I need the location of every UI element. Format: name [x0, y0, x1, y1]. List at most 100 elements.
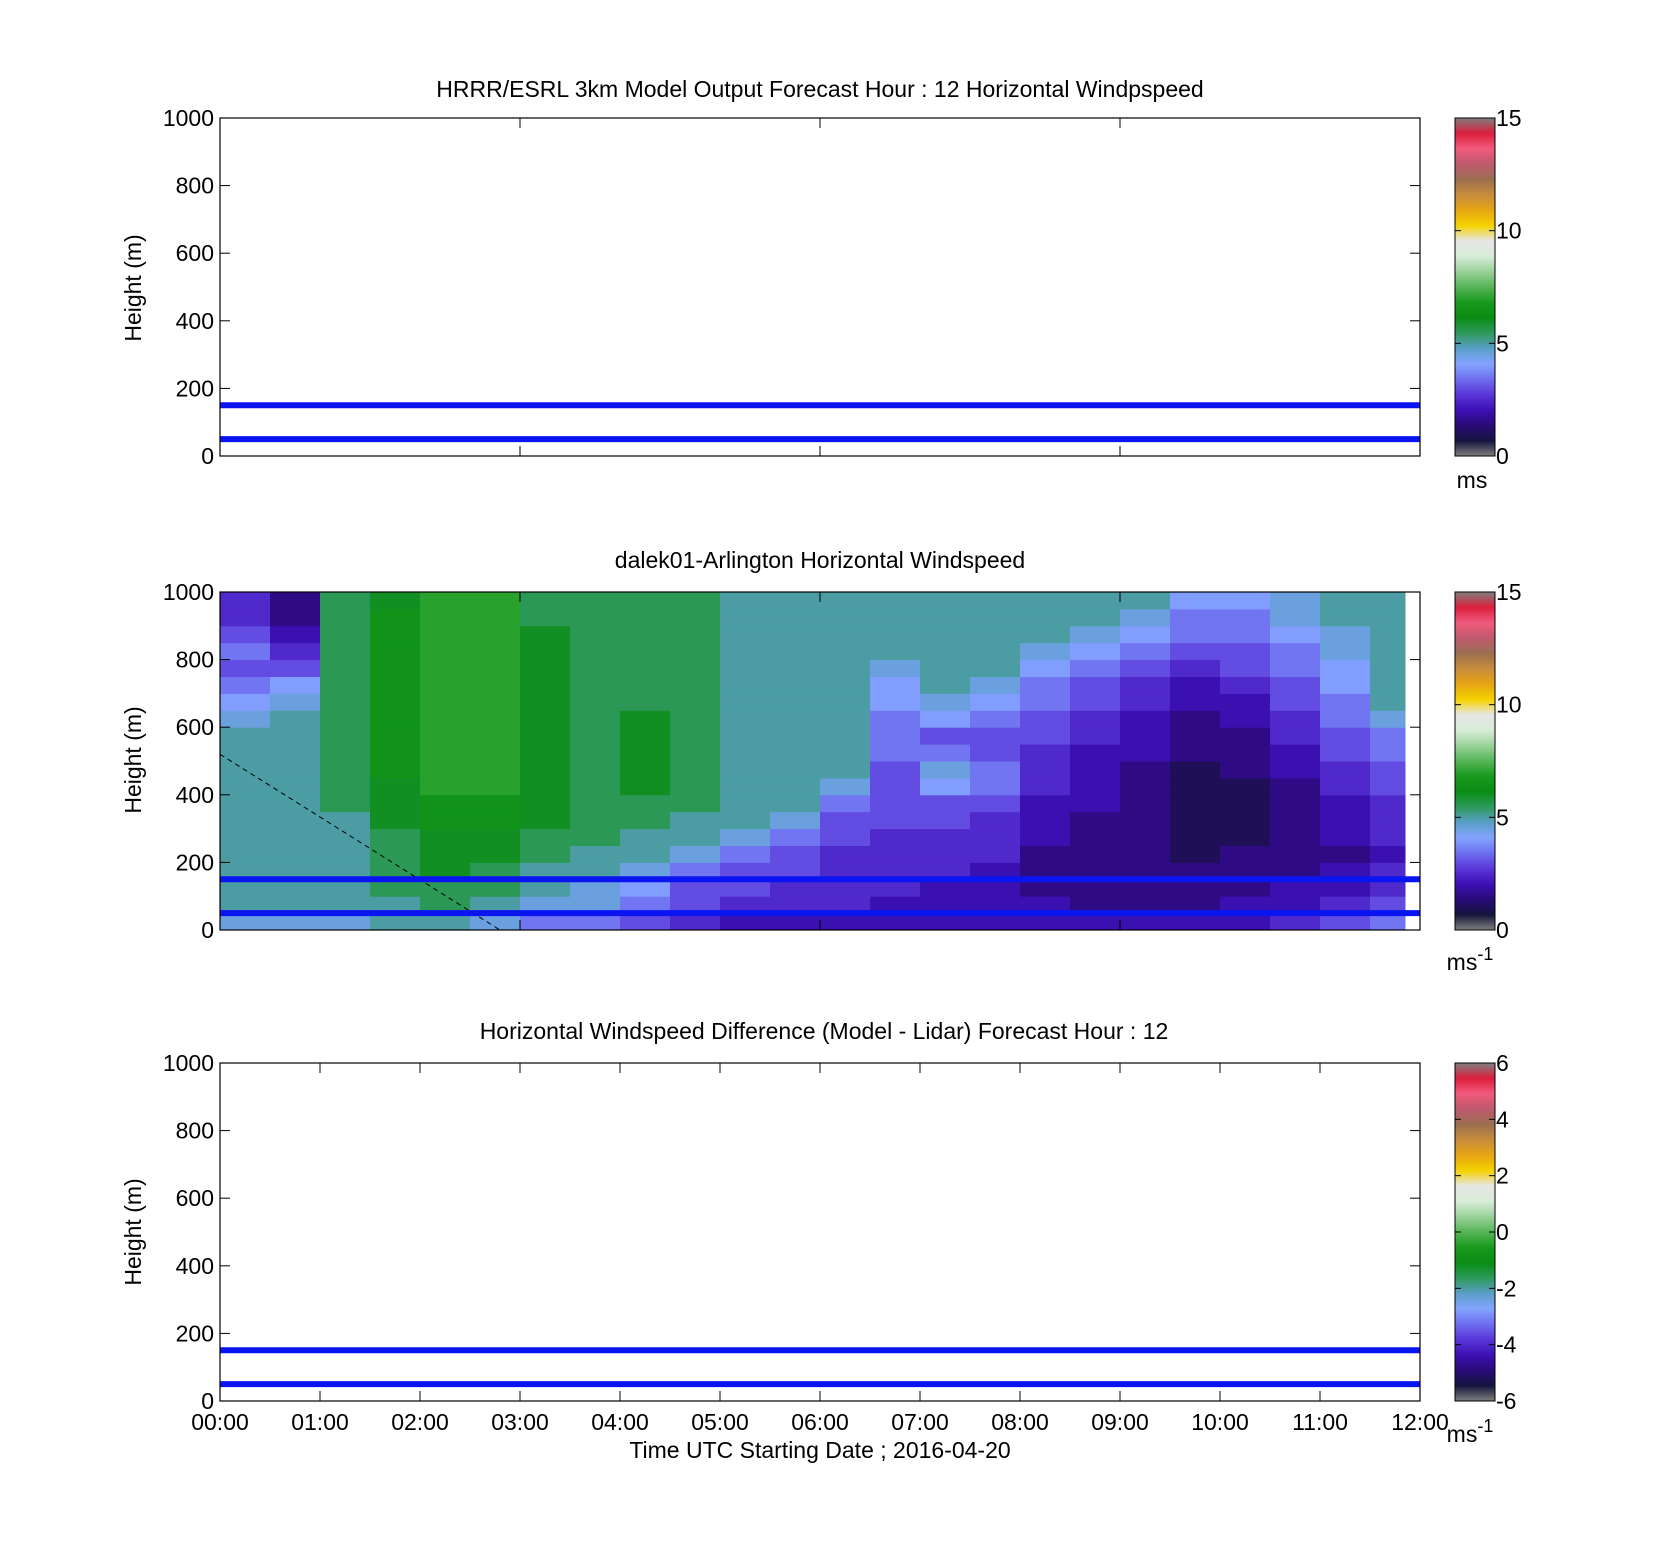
heatmap-cell: [1170, 828, 1221, 846]
heatmap-cell: [220, 879, 271, 897]
y-tick-label: 400: [176, 308, 214, 334]
panel-difference: Horizontal Windspeed Difference (Model -…: [120, 1018, 1517, 1463]
x-tick-label: 05:00: [691, 1409, 749, 1435]
heatmap-cell: [1320, 642, 1371, 661]
heatmap-cell: [370, 625, 421, 644]
heatmap-cell: [970, 744, 1021, 762]
heatmap-cell: [420, 744, 471, 762]
heatmap-cell: [1070, 625, 1121, 644]
heatmap-cell: [270, 625, 321, 644]
heatmap-cell: [920, 879, 971, 897]
heatmap-cell: [870, 592, 921, 610]
heatmap-cell: [820, 676, 871, 694]
heatmap-cell: [370, 744, 421, 762]
y-tick-label: 1000: [163, 1050, 214, 1076]
panel-lidar-title: dalek01-Arlington Horizontal Windspeed: [615, 547, 1025, 573]
heatmap-cell: [820, 879, 871, 897]
heatmap-cell: [520, 761, 571, 779]
heatmap-cell: [470, 862, 521, 880]
heatmap-cell: [520, 744, 571, 762]
heatmap-cell: [1270, 811, 1321, 830]
heatmap-cell: [1070, 896, 1121, 914]
heatmap-cell: [1370, 642, 1406, 661]
heatmap-cell: [1070, 676, 1121, 694]
heatmap-cell: [770, 625, 821, 644]
heatmap-cell: [920, 710, 971, 728]
heatmap-cell: [1120, 862, 1171, 880]
heatmap-cell: [270, 828, 321, 846]
heatmap-cell: [1220, 625, 1271, 644]
heatmap-cell: [870, 845, 921, 863]
heatmap-cell: [270, 913, 321, 930]
heatmap-cell: [570, 828, 621, 846]
panel-lidar-colorbar-unit: ms-1: [1447, 944, 1494, 975]
heatmap-cell: [320, 761, 371, 779]
heatmap-cell: [920, 896, 971, 914]
heatmap-cell: [720, 642, 771, 661]
heatmap-cell: [1170, 794, 1221, 813]
heatmap-cell: [770, 811, 821, 830]
heatmap-cell: [1120, 777, 1171, 796]
heatmap-cell: [920, 727, 971, 745]
heatmap-cell: [420, 659, 471, 677]
heatmap-cell: [1220, 608, 1271, 627]
x-tick-label: 08:00: [991, 1409, 1049, 1435]
y-tick-label: 600: [176, 240, 214, 266]
heatmap-cell: [1120, 608, 1171, 627]
heatmap-cell: [720, 794, 771, 813]
heatmap-cell: [420, 625, 471, 644]
heatmap-cell: [1120, 625, 1171, 644]
heatmap-cell: [570, 727, 621, 745]
heatmap-cell: [670, 744, 721, 762]
heatmap-cell: [1020, 862, 1071, 880]
heatmap-cell: [1020, 642, 1071, 661]
heatmap-cell: [770, 744, 821, 762]
heatmap-cell: [370, 659, 421, 677]
heatmap-cell: [770, 896, 821, 914]
colorbar-tick-label: 0: [1496, 917, 1509, 943]
heatmap-cell: [620, 676, 671, 694]
heatmap-cell: [520, 608, 571, 627]
heatmap-cell: [670, 608, 721, 627]
heatmap-cell: [1170, 761, 1221, 779]
heatmap-cell: [1320, 625, 1371, 644]
panel-difference-ylabel: Height (m): [120, 1178, 146, 1285]
heatmap-cell: [1070, 642, 1121, 661]
heatmap-cell: [320, 794, 371, 813]
heatmap-cell: [1020, 676, 1071, 694]
heatmap-cell: [570, 794, 621, 813]
heatmap-cell: [220, 794, 271, 813]
heatmap-cell: [370, 862, 421, 880]
heatmap-cell: [1120, 845, 1171, 863]
heatmap-cell: [1070, 811, 1121, 830]
heatmap-cell: [220, 727, 271, 745]
heatmap-cell: [320, 828, 371, 846]
heatmap-cell: [570, 879, 621, 897]
heatmap-cell: [670, 879, 721, 897]
heatmap-cell: [670, 777, 721, 796]
panel-lidar: dalek01-Arlington Horizontal Windspeed H…: [120, 547, 1522, 975]
heatmap-cell: [1220, 913, 1271, 930]
heatmap-cell: [520, 828, 571, 846]
heatmap-cell: [820, 761, 871, 779]
heatmap-cell: [1220, 845, 1271, 863]
heatmap-cell: [320, 659, 371, 677]
heatmap-cell: [870, 862, 921, 880]
heatmap-cell: [920, 845, 971, 863]
colorbar-gradient: [1454, 591, 1496, 931]
heatmap-cell: [370, 913, 421, 930]
heatmap-cell: [1120, 592, 1171, 610]
heatmap-cell: [1270, 896, 1321, 914]
heatmap-cell: [620, 845, 671, 863]
heatmap-cell: [320, 896, 371, 914]
heatmap-cell: [1370, 676, 1406, 694]
heatmap-cell: [670, 710, 721, 728]
heatmap-cell: [870, 794, 921, 813]
heatmap-cell: [320, 811, 371, 830]
heatmap-cell: [670, 625, 721, 644]
heatmap-cell: [470, 608, 521, 627]
x-tick-label: 00:00: [191, 1409, 249, 1435]
heatmap-cell: [470, 811, 521, 830]
heatmap-cell: [1070, 862, 1121, 880]
heatmap-cell: [1370, 744, 1406, 762]
